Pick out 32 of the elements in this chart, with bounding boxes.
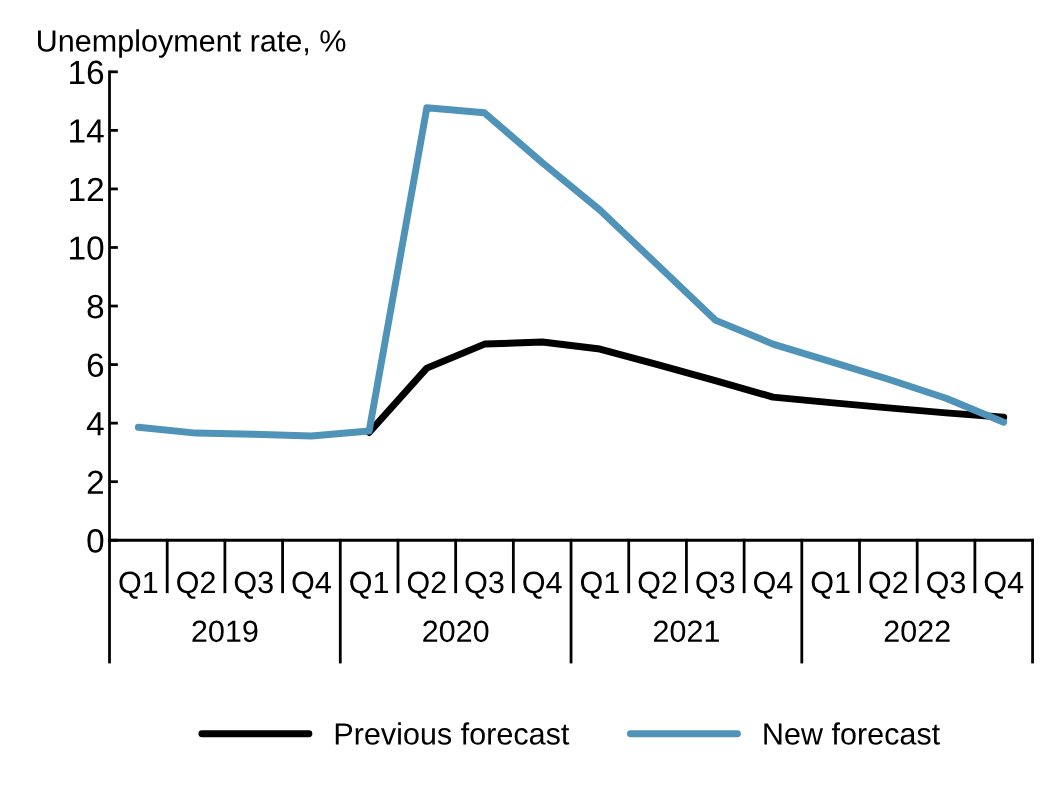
y-tick-label: 2 bbox=[87, 470, 103, 494]
x-tick-label: Q4 bbox=[523, 571, 562, 599]
x-tick-label: Q4 bbox=[984, 571, 1024, 599]
x-tick-label: Q2 bbox=[638, 571, 677, 599]
x-tick-label: Q4 bbox=[754, 571, 793, 599]
x-tick-label: Q2 bbox=[869, 571, 908, 599]
y-tick-label: 4 bbox=[86, 412, 104, 436]
x-tick-label: Q3 bbox=[234, 571, 273, 599]
x-tick-label: Q1 bbox=[811, 571, 850, 599]
legend-label: New forecast bbox=[764, 722, 940, 745]
text: 2021 bbox=[653, 620, 719, 643]
y-axis-title: Unemployment rate, % bbox=[38, 29, 346, 58]
x-tick-label: Q3 bbox=[927, 571, 966, 599]
text: 2019 bbox=[192, 620, 258, 643]
x-tick-label: Q4 bbox=[292, 571, 331, 599]
x-tick-label: Q1 bbox=[350, 571, 389, 599]
y-tick-label: 16 bbox=[70, 60, 104, 85]
text: 2022 bbox=[884, 620, 950, 643]
y-tick-label: 8 bbox=[87, 294, 104, 319]
x-tick-label: Q1 bbox=[580, 571, 619, 599]
x-tick-label: Q3 bbox=[465, 571, 504, 599]
x-tick-label: Q2 bbox=[407, 571, 446, 599]
x-tick-label: Q2 bbox=[177, 571, 215, 599]
text: 2020 bbox=[423, 620, 489, 643]
y-tick-label: 6 bbox=[87, 353, 104, 377]
y-tick-label: 12 bbox=[70, 177, 103, 201]
y-tick-label: 14 bbox=[70, 119, 104, 143]
y-tick-label: 10 bbox=[70, 236, 104, 260]
y-tick-label: 0 bbox=[87, 529, 104, 553]
legend-label: Previous forecast bbox=[335, 722, 570, 745]
x-tick-label: Q1 bbox=[119, 571, 158, 599]
x-tick-label: Q3 bbox=[696, 571, 735, 599]
